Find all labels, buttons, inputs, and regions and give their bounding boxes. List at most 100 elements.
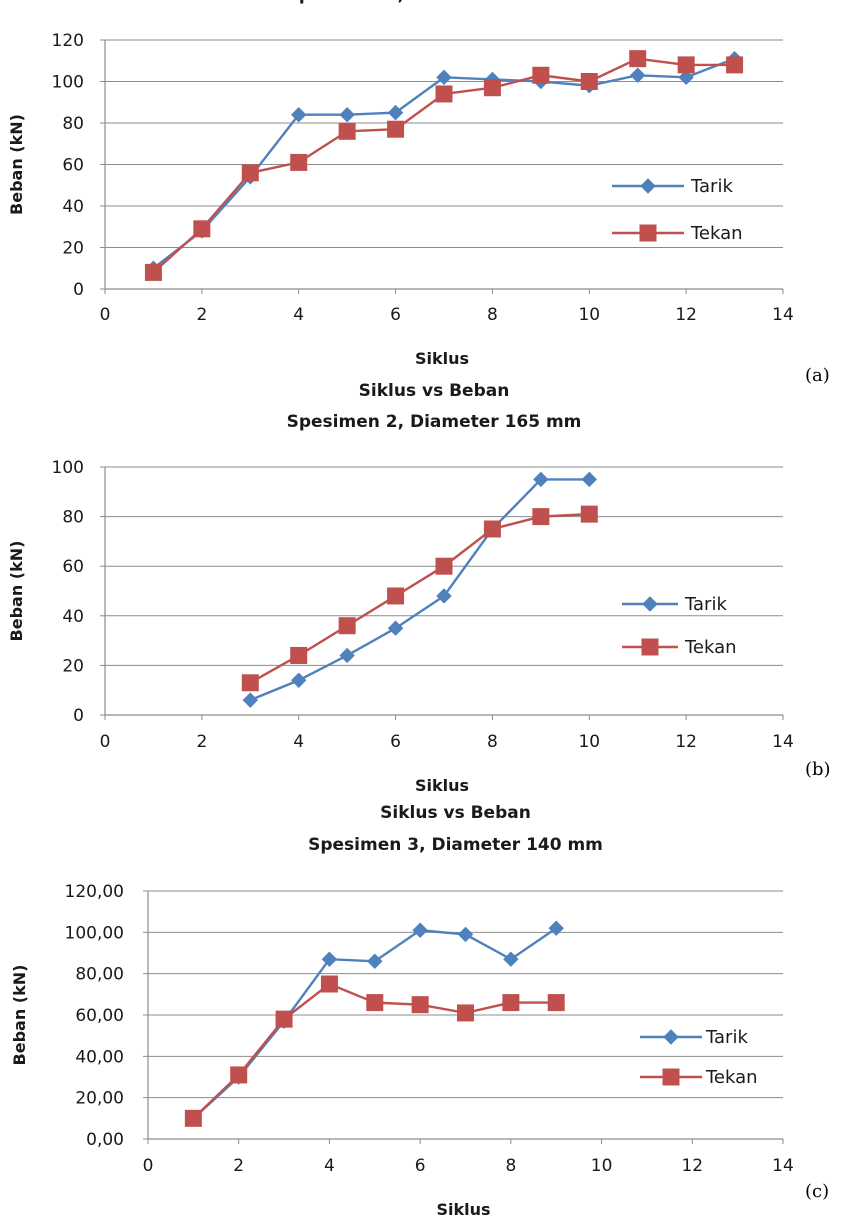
chart-2: Siklus vs Beban Spesimen 2, Diameter 165 … xyxy=(7,381,831,795)
series-line-tarik xyxy=(249,478,590,702)
data-point-tarik xyxy=(678,69,694,86)
data-point-tekan xyxy=(580,505,598,523)
data-point-tekan xyxy=(677,56,695,74)
x-tick-label: 12 xyxy=(675,305,697,325)
data-point-tekan xyxy=(726,56,744,74)
panel-label: (c) xyxy=(805,1181,829,1202)
y-tick-label: 20 xyxy=(62,656,84,676)
x-tick-label: 6 xyxy=(415,1156,426,1176)
legend-label-tarik: Tarik xyxy=(690,176,733,197)
y-tick-label: 100 xyxy=(52,73,84,93)
y-axis-label: Beban (kN) xyxy=(10,965,29,1066)
data-point-tekan xyxy=(290,153,308,171)
data-point-tekan xyxy=(435,85,453,103)
data-point-tekan xyxy=(230,1066,248,1084)
x-tick-label: 12 xyxy=(675,732,697,752)
y-axis-label: Beban (kN) xyxy=(7,541,26,642)
x-tick-label: 14 xyxy=(772,1156,794,1176)
data-point-tekan xyxy=(241,164,259,182)
legend-label-tekan: Tekan xyxy=(690,223,743,244)
series-tarik xyxy=(185,920,564,1127)
data-point-tekan xyxy=(411,996,429,1014)
data-point-tekan xyxy=(241,674,259,692)
data-point-tarik xyxy=(548,920,564,936)
series-tarik xyxy=(242,471,597,708)
y-tick-label: 0,00 xyxy=(86,1130,124,1150)
data-point-tekan xyxy=(629,50,647,68)
y-tick-label: 120,00 xyxy=(65,882,124,902)
x-tick-label: 10 xyxy=(591,1156,613,1176)
data-point-tarik xyxy=(412,922,428,938)
legend-label-tekan: Tekan xyxy=(684,637,737,658)
data-point-tekan xyxy=(320,975,338,993)
y-tick-label: 100 xyxy=(52,458,84,478)
y-tick-label: 80,00 xyxy=(75,965,124,985)
x-tick-label: 10 xyxy=(578,305,600,325)
data-point-tarik xyxy=(436,69,452,86)
data-point-tekan xyxy=(338,617,356,635)
data-point-tarik xyxy=(339,647,355,664)
chart-subtitle: Spesimen 3, Diameter 140 mm xyxy=(308,835,603,855)
x-tick-label: 6 xyxy=(390,305,401,325)
data-point-tarik xyxy=(387,104,404,121)
x-tick-label: 0 xyxy=(143,1156,154,1176)
panel-label: (a) xyxy=(805,365,830,386)
y-tick-label: 100,00 xyxy=(65,923,124,943)
y-tick-label: 120 xyxy=(52,31,84,51)
legend-label-tekan: Tekan xyxy=(705,1067,758,1088)
y-tick-label: 60 xyxy=(62,557,84,577)
x-tick-label: 2 xyxy=(196,732,207,752)
data-point-tarik xyxy=(339,106,355,123)
data-point-tekan xyxy=(387,587,405,605)
series-tekan xyxy=(144,50,744,281)
data-point-tekan xyxy=(483,520,501,538)
x-tick-label: 0 xyxy=(100,732,111,752)
x-tick-label: 0 xyxy=(100,305,111,325)
legend: Tarik Tekan xyxy=(612,176,743,244)
data-point-tarik xyxy=(503,951,519,967)
x-axis-label: Siklus xyxy=(415,349,469,368)
data-point-tarik xyxy=(630,67,646,83)
y-tick-label: 40 xyxy=(62,607,84,627)
panel-label: (b) xyxy=(805,759,831,780)
y-tick-label: 60 xyxy=(62,156,84,176)
chart-title: Siklus vs Beban xyxy=(359,381,510,401)
legend: Tarik Tekan xyxy=(622,594,737,658)
x-tick-label: 14 xyxy=(772,305,794,325)
data-point-tekan xyxy=(144,263,162,281)
legend-marker-tarik xyxy=(663,1029,679,1045)
y-tick-label: 0 xyxy=(73,706,84,726)
chart-title: Spesimen 1, Diameter 219 mm xyxy=(287,0,582,5)
data-point-tekan xyxy=(387,120,405,138)
data-point-tekan xyxy=(193,220,211,238)
x-tick-label: 8 xyxy=(487,305,498,325)
data-point-tekan xyxy=(580,73,598,90)
x-tick-label: 2 xyxy=(233,1156,244,1176)
data-point-tekan xyxy=(275,1010,293,1028)
chart-3: Siklus vs Beban Spesimen 3, Diameter 140 … xyxy=(10,803,829,1219)
data-point-tekan xyxy=(532,66,550,84)
data-point-tarik xyxy=(367,953,383,969)
chart-subtitle: Spesimen 2, Diameter 165 mm xyxy=(287,412,582,432)
y-tick-label: 40 xyxy=(62,197,84,217)
x-axis-label: Siklus xyxy=(415,776,469,795)
x-tick-label: 4 xyxy=(293,732,304,752)
data-point-tekan xyxy=(366,994,384,1012)
data-point-tekan xyxy=(547,994,565,1012)
y-tick-label: 80 xyxy=(62,114,84,134)
data-point-tekan xyxy=(290,646,308,664)
legend-marker-tarik xyxy=(640,178,656,194)
legend-marker-tekan xyxy=(641,638,659,656)
data-point-tarik xyxy=(533,471,549,488)
x-axis-label: Siklus xyxy=(436,1200,490,1219)
data-point-tarik xyxy=(436,588,452,604)
y-tick-label: 60,00 xyxy=(75,1006,124,1026)
x-tick-label: 8 xyxy=(487,732,498,752)
legend-label-tarik: Tarik xyxy=(684,594,727,615)
series-tekan xyxy=(241,505,598,692)
x-tick-label: 14 xyxy=(772,732,794,752)
data-point-tarik xyxy=(291,672,307,688)
x-tick-label: 6 xyxy=(390,732,401,752)
